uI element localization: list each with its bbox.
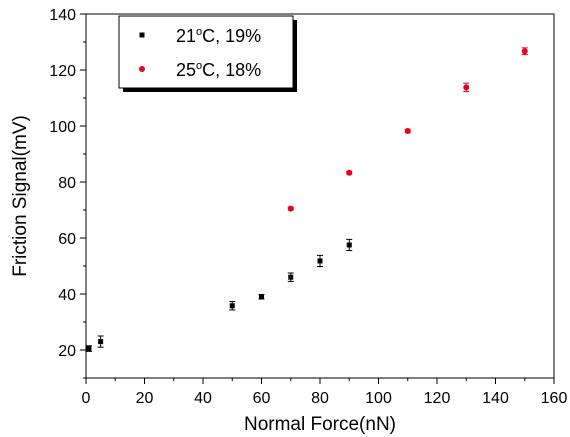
y-tick-label: 80	[58, 175, 76, 192]
x-tick-label: 0	[82, 390, 91, 407]
data-point	[86, 346, 92, 352]
legend-label-21c-suffix: C, 19%	[202, 26, 261, 46]
legend-label-21c: 21oC, 19%	[176, 26, 261, 46]
x-tick-label: 160	[541, 390, 568, 407]
x-tick-label: 140	[482, 390, 509, 407]
data-point	[288, 274, 294, 280]
y-axis-title: Friction Signal(mV)	[10, 115, 31, 277]
x-tick-label: 80	[311, 390, 329, 407]
x-tick-label: 40	[194, 390, 212, 407]
data-point	[404, 128, 411, 135]
legend-label-25c-degree: o	[196, 60, 202, 72]
legend-label-25c-suffix: C, 18%	[202, 60, 261, 80]
data-point	[259, 294, 264, 300]
x-axis-title: Normal Force(nN)	[244, 414, 396, 435]
y-tick-label: 60	[58, 231, 76, 248]
series-25c	[287, 47, 528, 212]
y-tick-label: 40	[58, 287, 76, 304]
x-tick-label: 60	[253, 390, 271, 407]
y-tick-label: 100	[49, 119, 76, 136]
legend-label-25c: 25oC, 18%	[176, 60, 261, 80]
x-tick-label: 120	[424, 390, 451, 407]
legend-label-25c-prefix: 25	[176, 60, 196, 80]
y-tick-label: 120	[49, 63, 76, 80]
data-point	[287, 205, 294, 212]
data-point	[346, 169, 353, 176]
legend-box	[118, 15, 294, 89]
x-axis: 0 20 40 60 80 100 120 140 160	[82, 378, 568, 407]
legend: 21oC, 19% 25oC, 18%	[118, 15, 297, 92]
x-tick-label: 100	[365, 390, 392, 407]
legend-label-21c-prefix: 21	[176, 26, 196, 46]
data-point	[521, 48, 528, 55]
series-21c	[85, 238, 353, 352]
y-axis: 20 40 60 80 100 120 140	[49, 7, 86, 379]
legend-marker-circle	[139, 66, 145, 72]
data-point	[317, 258, 323, 264]
x-tick-label: 20	[136, 390, 154, 407]
legend-label-21c-degree: o	[196, 26, 202, 38]
data-point	[229, 303, 235, 309]
y-tick-label: 140	[49, 7, 76, 24]
y-tick-label: 20	[58, 343, 76, 360]
data-point	[463, 84, 470, 91]
legend-marker-square	[139, 32, 145, 38]
data-point	[346, 242, 352, 248]
data-point	[98, 339, 104, 345]
